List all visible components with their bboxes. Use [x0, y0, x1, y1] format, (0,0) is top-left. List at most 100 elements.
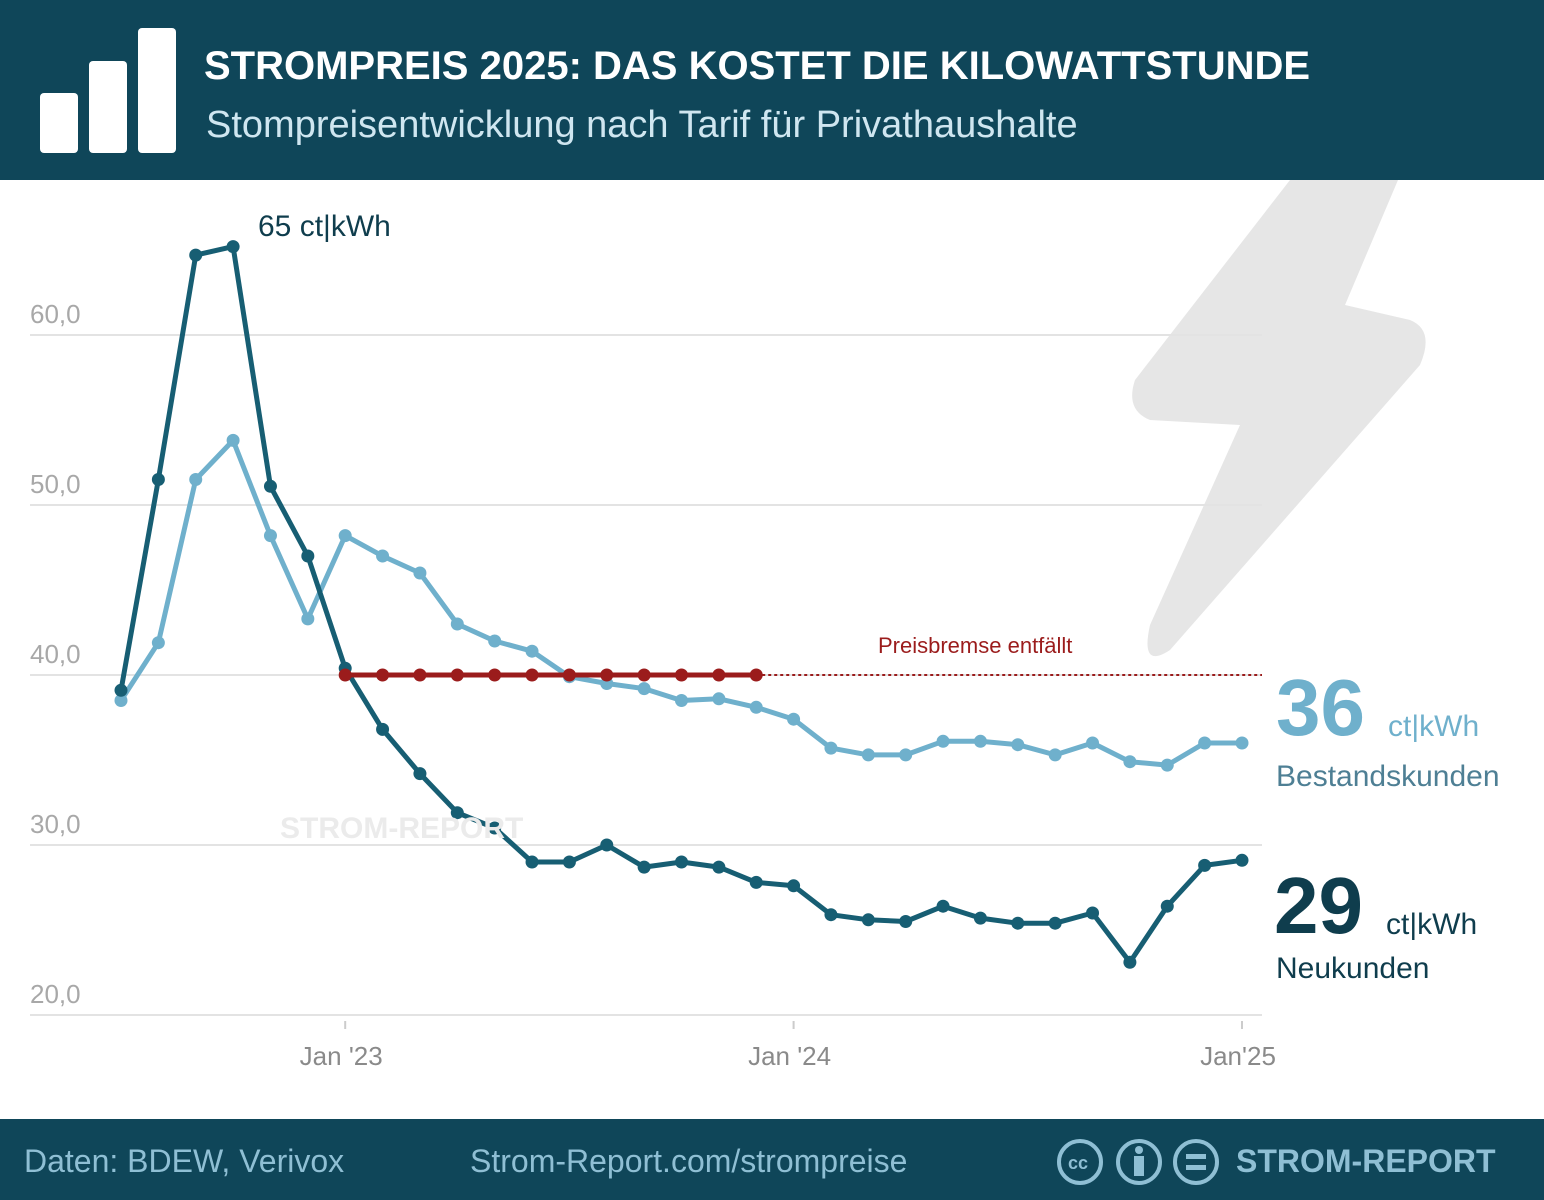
- neukunden-point: [263, 479, 277, 493]
- bestandskunden-point: [824, 741, 838, 755]
- neukunden-point: [861, 913, 875, 927]
- bestandskunden-point: [1235, 736, 1249, 750]
- bestandskunden-point: [936, 734, 950, 748]
- neukunden-point: [1160, 899, 1174, 913]
- preisbremse-point: [637, 668, 651, 682]
- license-icons: cc: [1057, 1139, 1219, 1185]
- bestand-value: 36: [1276, 663, 1365, 752]
- brand-name: STROM-REPORT: [1236, 1143, 1496, 1179]
- preisbremse-point: [749, 668, 763, 682]
- source-link[interactable]: Strom-Report.com/strompreise: [470, 1143, 908, 1179]
- peak-annotation: 65 ct|kWh: [258, 210, 391, 243]
- neukunden-point: [787, 879, 801, 893]
- bestandskunden-point: [712, 692, 726, 706]
- neukunden-line: [118, 244, 1243, 965]
- x-tick-label: Jan '24: [748, 1041, 831, 1071]
- neukunden-point: [226, 240, 240, 254]
- bestandskunden-point: [338, 529, 352, 543]
- neukunden-point: [1123, 955, 1137, 969]
- neukunden-point: [488, 821, 502, 835]
- bestandskunden-point: [450, 617, 464, 631]
- neukunden-point: [413, 767, 427, 781]
- bestandskunden-point: [488, 634, 502, 648]
- bestandskunden-point: [525, 644, 539, 658]
- preisbremse-point: [376, 668, 390, 682]
- neukunden-point: [1086, 906, 1100, 920]
- preisbremse-point: [562, 668, 576, 682]
- bestandskunden-line: [118, 437, 1242, 768]
- y-tick-label: 20,0: [30, 979, 81, 1009]
- neukunden-point: [749, 875, 763, 889]
- bestand-name: Bestandskunden: [1276, 760, 1500, 793]
- bestandskunden-point: [263, 529, 277, 543]
- bestand-unit: ct|kWh: [1388, 710, 1480, 743]
- preisbremse-point: [338, 668, 352, 682]
- neukunden-point: [376, 722, 390, 736]
- neukunden-point: [151, 473, 165, 486]
- neukunden-point: [301, 549, 315, 563]
- neukunden-point: [712, 860, 726, 874]
- preisbremse-point: [675, 668, 688, 682]
- neukunden-point: [936, 899, 950, 913]
- neukunden-point: [562, 855, 576, 869]
- bestandskunden-point: [189, 473, 203, 486]
- preisbremse-point: [488, 668, 502, 682]
- bestandskunden-point: [899, 748, 913, 762]
- page-title: STROMPREIS 2025: DAS KOSTET DIE KILOWATT…: [204, 44, 1311, 88]
- y-tick-label: 50,0: [30, 469, 81, 499]
- bestandskunden-point: [151, 636, 165, 650]
- nd-icon: [1173, 1139, 1219, 1185]
- bestandskunden-point: [376, 549, 390, 563]
- bestandskunden-point: [675, 694, 688, 707]
- neukunden-point: [1011, 916, 1025, 930]
- neu-unit: ct|kWh: [1386, 908, 1478, 941]
- preisbremse-point: [600, 668, 614, 682]
- y-tick-label: 60,0: [30, 299, 81, 329]
- bestandskunden-point: [1160, 758, 1174, 772]
- y-tick-label: 40,0: [30, 639, 81, 669]
- x-tick-label: Jan '23: [300, 1041, 383, 1071]
- neu-name: Neukunden: [1276, 952, 1430, 985]
- neukunden-point: [824, 908, 838, 922]
- neukunden-point: [1198, 858, 1212, 872]
- neukunden-point: [189, 248, 203, 262]
- bestandskunden-point: [973, 734, 987, 748]
- watermark: STROM-REPORT: [280, 812, 523, 845]
- preisbremse-point: [450, 668, 464, 682]
- footer: Daten: BDEW, Verivox Strom-Report.com/st…: [0, 1119, 1544, 1200]
- header: STROMPREIS 2025: DAS KOSTET DIE KILOWATT…: [0, 0, 1544, 180]
- neukunden-point: [973, 911, 987, 925]
- bestandskunden-point: [861, 748, 875, 762]
- bestandskunden-point: [226, 433, 240, 447]
- page-subtitle: Stompreisentwicklung nach Tarif für Priv…: [206, 104, 1078, 146]
- neukunden-point: [114, 683, 128, 697]
- neukunden-point: [637, 860, 651, 874]
- preisbremse-annotation: Preisbremse entfällt: [878, 633, 1072, 658]
- neu-value: 29: [1274, 861, 1363, 950]
- bestandskunden-point: [301, 612, 315, 626]
- neukunden-point: [1048, 916, 1062, 930]
- bestandskunden-point: [1086, 736, 1100, 750]
- bestandskunden-point: [1011, 738, 1025, 752]
- bestandskunden-point: [749, 700, 763, 714]
- source-text: Daten: BDEW, Verivox: [24, 1143, 345, 1179]
- neukunden-point: [899, 915, 913, 928]
- neukunden-point: [525, 855, 539, 869]
- bestandskunden-point: [787, 712, 801, 726]
- neukunden-point: [600, 838, 614, 852]
- by-icon: [1116, 1139, 1162, 1185]
- bestandskunden-point: [1123, 755, 1137, 769]
- bar-chart-icon: [40, 28, 176, 153]
- neukunden-point: [675, 855, 688, 869]
- bestandskunden-point: [1048, 748, 1062, 762]
- neukunden-point: [1235, 853, 1249, 867]
- x-tick-label: Jan'25: [1200, 1041, 1276, 1071]
- y-tick-label: 30,0: [30, 809, 81, 839]
- preisbremse-point: [413, 668, 427, 682]
- line-chart: 20,0 30,0 40,0 50,0 60,0 Jan '23 Jan '24 Jan'25…: [30, 180, 1426, 1071]
- bestandskunden-point: [413, 566, 427, 580]
- bestandskunden-point: [114, 694, 128, 707]
- bestandskunden-point: [1198, 736, 1212, 750]
- neukunden-point: [450, 806, 464, 820]
- preisbremse-point: [712, 668, 726, 682]
